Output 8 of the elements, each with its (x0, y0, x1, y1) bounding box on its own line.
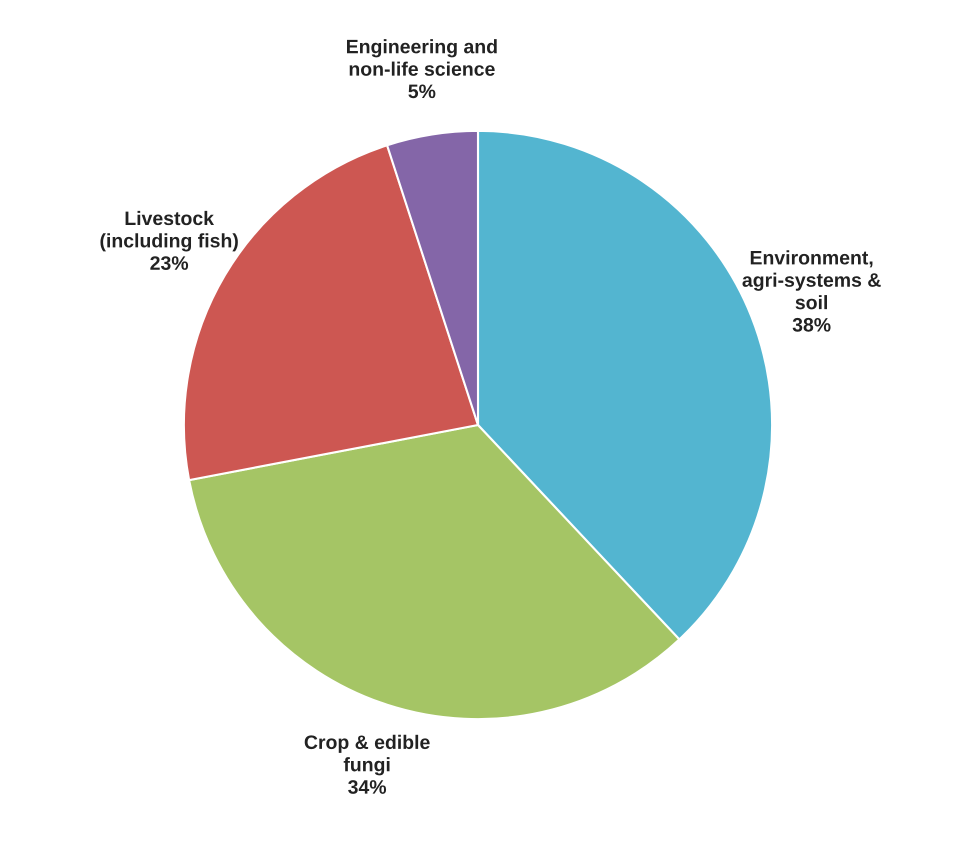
data-label: 38% (792, 318, 831, 332)
slice-label: Livestock (including fish) (100, 210, 238, 252)
data-label: 5% (408, 84, 436, 98)
data-label: 23% (150, 256, 188, 270)
slice-label: Engineering and non-life science (347, 39, 497, 76)
data-label: 34% (348, 780, 386, 794)
slice-label: Crop & edible fungi (304, 734, 430, 776)
slice-label: Environment, agri-systems & soil (742, 250, 881, 310)
